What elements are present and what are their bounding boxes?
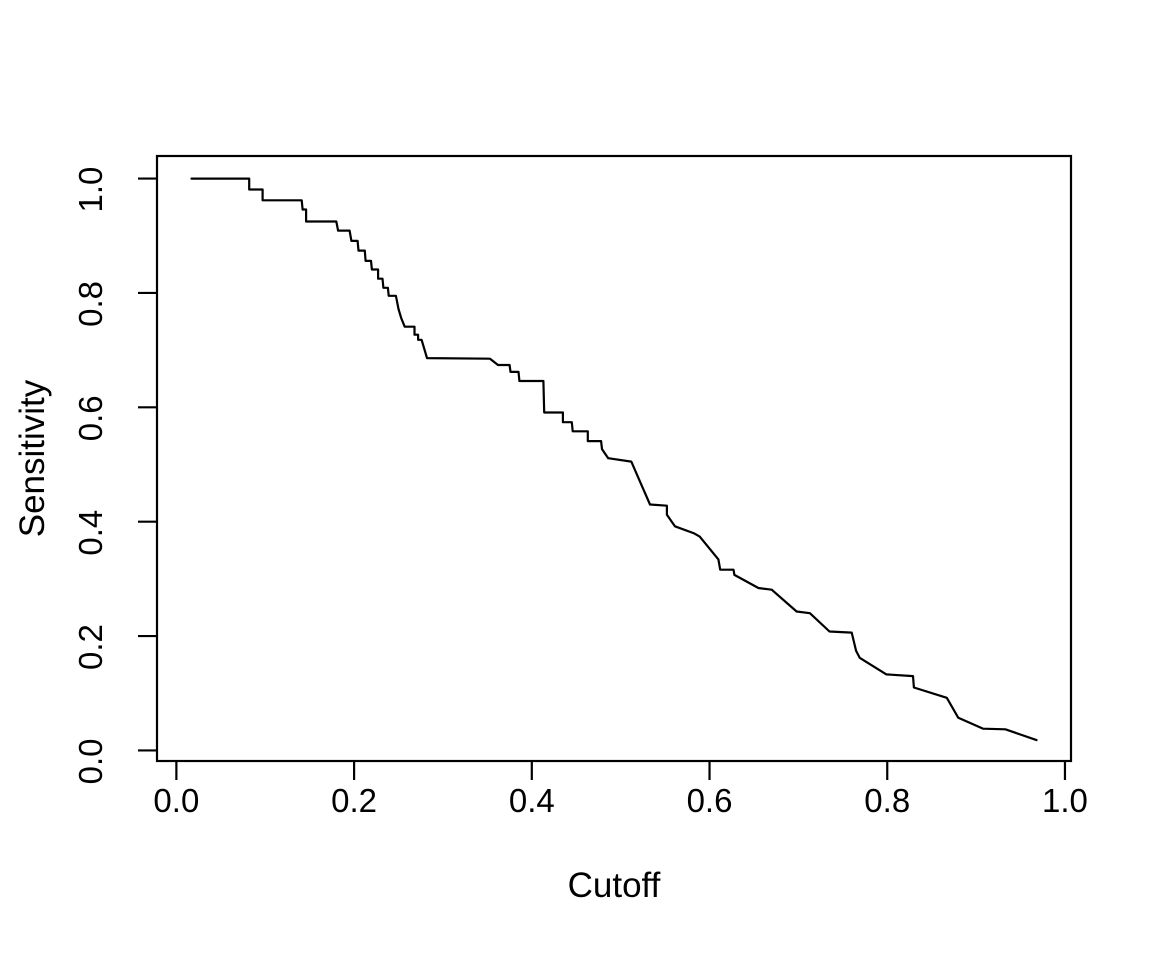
y-tick-label: 0.6 <box>72 395 109 441</box>
y-axis-ticks <box>138 177 157 752</box>
x-axis-tick-labels: 0.0 0.2 0.4 0.6 0.8 1.0 <box>153 782 1087 819</box>
y-tick-label: 0.4 <box>72 510 109 556</box>
x-tick-label: 1.0 <box>1042 782 1088 819</box>
y-axis-title: Sensitivity <box>13 379 52 537</box>
x-tick-label: 0.2 <box>331 782 377 819</box>
x-tick-label: 0.6 <box>687 782 733 819</box>
sensitivity-curve <box>190 177 1038 742</box>
y-tick-label: 0.0 <box>72 738 109 784</box>
y-tick-label: 1.0 <box>72 167 109 213</box>
x-tick-label: 0.0 <box>153 782 199 819</box>
y-axis-tick-labels: 0.0 0.2 0.4 0.6 0.8 1.0 <box>72 167 109 785</box>
plot-box <box>155 154 1073 763</box>
y-tick-label: 0.8 <box>72 281 109 327</box>
y-tick-label: 0.2 <box>72 624 109 670</box>
x-axis-title: Cutoff <box>568 866 661 905</box>
x-axis-ticks <box>175 761 1067 780</box>
x-tick-label: 0.4 <box>509 782 555 819</box>
x-tick-label: 0.8 <box>864 782 910 819</box>
